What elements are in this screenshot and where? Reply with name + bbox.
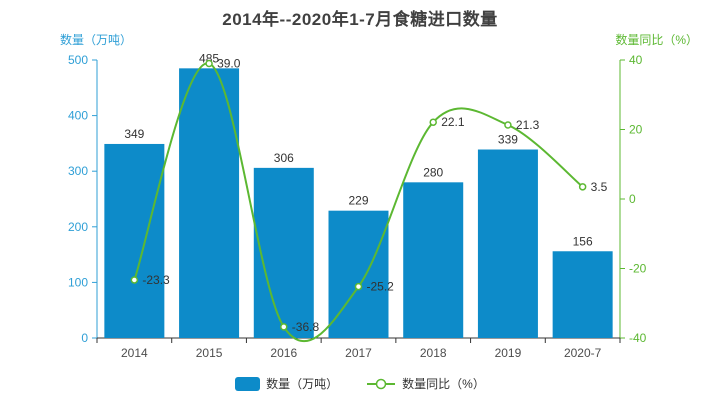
right-axis-tick-label: -20 (629, 262, 647, 276)
line-value-label: -23.3 (142, 273, 170, 287)
bar-value-label: 349 (124, 127, 144, 141)
line-series-swatch (366, 377, 396, 391)
line-data-point[interactable] (354, 282, 363, 291)
bar-value-label: 229 (348, 194, 368, 208)
left-axis-tick-label: 200 (68, 220, 88, 234)
line-value-label: -36.8 (292, 320, 320, 334)
left-axis-tick-label: 0 (81, 331, 88, 345)
x-axis-category-label: 2018 (420, 346, 447, 360)
left-axis-title: 数量（万吨） (60, 33, 133, 47)
chart-title: 2014年--2020年1-7月食糖进口数量 (222, 10, 498, 29)
bar[interactable] (179, 68, 240, 338)
line-value-label: 22.1 (441, 115, 465, 129)
bar[interactable] (253, 167, 314, 338)
right-axis-tick-label: -40 (629, 331, 647, 345)
left-axis-tick-label: 300 (68, 164, 88, 178)
bar-value-label: 306 (274, 151, 294, 165)
legend-item-bar-series[interactable]: 数量（万吨） (235, 375, 338, 392)
legend-item-line-series[interactable]: 数量同比（%） (366, 375, 485, 392)
line-value-label: 3.5 (591, 180, 608, 194)
x-axis-category-label: 2014 (121, 346, 148, 360)
line-data-point[interactable] (130, 276, 139, 284)
x-axis-category-label: 2016 (270, 346, 297, 360)
bar-value-label: 339 (498, 133, 518, 147)
bar[interactable] (328, 210, 389, 338)
right-axis-tick-label: 40 (629, 53, 643, 67)
line-data-point[interactable] (504, 121, 512, 129)
left-axis-tick-label: 400 (68, 109, 88, 123)
line-value-label: 39.0 (217, 56, 241, 70)
line-data-point[interactable] (429, 118, 437, 126)
bar[interactable] (477, 149, 538, 338)
bar[interactable] (104, 143, 165, 338)
right-axis-title: 数量同比（%） (615, 33, 698, 47)
left-axis-tick-label: 500 (68, 53, 88, 67)
right-axis-tick-label: 20 (629, 123, 643, 137)
line-data-point[interactable] (205, 59, 213, 68)
bar-series-swatch (235, 376, 261, 391)
x-axis-category-label: 2017 (345, 346, 372, 360)
x-axis-category-label: 2015 (196, 346, 223, 360)
bar-value-label: 280 (423, 165, 443, 179)
line-data-point[interactable] (280, 323, 288, 331)
x-axis-category-label: 2020-7 (564, 346, 602, 360)
bar[interactable] (552, 251, 613, 338)
left-axis-tick-label: 100 (68, 275, 88, 289)
line-value-label: -25.2 (367, 280, 395, 294)
legend-label-line-series: 数量同比（%） (402, 377, 485, 391)
x-axis-category-label: 2019 (495, 346, 522, 360)
right-axis-tick-label: 0 (629, 192, 636, 206)
legend: 数量（万吨） 数量同比（%） (0, 375, 720, 392)
bar-value-label: 485 (199, 51, 219, 65)
bar[interactable] (403, 182, 464, 338)
legend-label-bar-series: 数量（万吨） (266, 377, 339, 391)
line-data-point[interactable] (578, 183, 587, 191)
line-series-path (133, 62, 584, 343)
bar-value-label: 156 (573, 234, 593, 248)
line-value-label: 21.3 (516, 118, 540, 132)
